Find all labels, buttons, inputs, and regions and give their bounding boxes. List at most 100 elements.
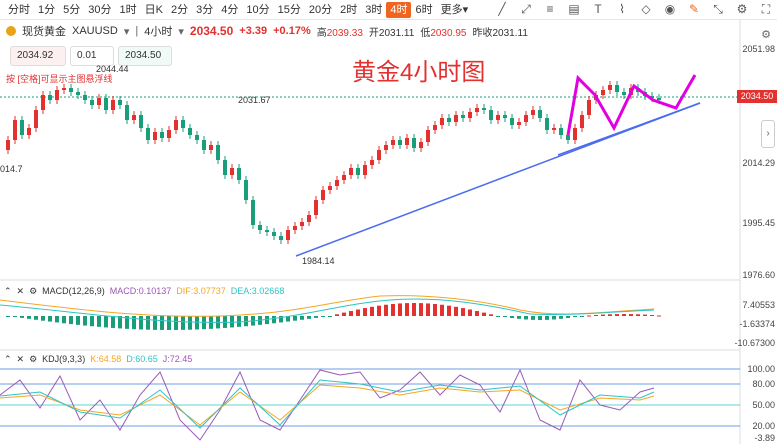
candle-body [482,108,486,110]
close-icon[interactable]: ✕ [16,353,25,364]
collapse-icon[interactable]: ⌃ [4,285,12,296]
macd-bar [608,314,612,316]
kdj-y-label: 20.00 [752,421,775,431]
macd-value: MACD:0.10137 [109,286,172,296]
timeframe-tab[interactable]: 更多▾ [440,3,469,16]
candle-body [615,85,619,92]
candle-body [6,140,10,150]
chevron-down-icon[interactable]: ▾ [123,25,130,38]
timeframe-tab[interactable]: 5分 [63,3,81,16]
candle-body [314,200,318,215]
settings-icon[interactable]: ⚙ [29,353,38,364]
macd-bar [636,314,640,316]
channel-icon[interactable]: ▤ [568,2,580,16]
candle-body [48,95,52,100]
timeframe-tab[interactable]: 1分 [38,3,56,16]
macd-bar [48,316,52,322]
macd-bar [97,316,101,327]
draw-line-icon[interactable]: ╱ [498,2,506,16]
macd-bar [300,316,304,320]
candle-body [468,112,472,118]
candle-body [160,132,164,138]
candle-body [496,115,500,120]
timeframe-tab[interactable]: 4时 [386,1,412,18]
timeframe-tab[interactable]: 30分 [88,3,112,16]
expand-icon[interactable]: ⤡ [713,2,723,16]
timeframe-toolbar: 分时 1分 5分 30分 1时 日K 2分 3分 4分 10分 15分 20分 2时 3时 4时 6时 更多▾ … [0,0,777,20]
macd-bar [538,316,542,320]
sell-price-button[interactable]: 2034.92 [10,46,66,66]
divider: | [135,25,139,37]
kdj-j-line [0,368,655,441]
macd-bar [440,304,444,316]
dif-value: DIF:3.07737 [176,286,226,296]
dea-value: DEA:3.02668 [230,286,285,296]
toolbar-icons: ╱ ⤢ ≡ ▤ T ⌇ ◇ ◉ ✎ ⤡ ⚙ ⛶ [495,2,773,17]
candle-body [580,115,584,128]
period-label[interactable]: 4小时 [144,26,173,38]
timeframe-tab[interactable]: 日K [144,3,163,16]
k-value: K:64.58 [90,354,122,364]
edit-icon[interactable]: ✎ [688,2,700,16]
collapse-icon[interactable]: ⌃ [4,353,12,364]
macd-bar [279,316,283,323]
macd-bar [489,314,493,316]
candle-body [118,100,122,105]
timeframe-tab[interactable]: 10分 [246,3,270,16]
timeframe-tab[interactable]: 20分 [308,3,333,16]
expand-panel-chevron-icon[interactable]: › [761,120,775,148]
ray-icon[interactable]: ⤢ [521,2,531,16]
macd-bar [559,316,563,319]
trend-line[interactable] [295,102,701,257]
timeframe-tab[interactable]: 15分 [277,3,301,16]
candle-body [69,88,73,92]
macd-header: ⌃ ✕ ⚙ MACD(12,26,9) MACD:0.10137 DIF:3.0… [4,284,284,298]
timeframe-tab[interactable]: 3分 [196,3,214,16]
candle-body [419,142,423,148]
buy-price-button[interactable]: 2034.50 [118,46,172,66]
macd-bar [594,315,598,316]
timeframe-tab[interactable]: 2分 [170,3,189,16]
eraser-icon[interactable]: ◇ [641,2,651,16]
settings-icon[interactable]: ⚙ [29,285,38,296]
text-icon[interactable]: T [594,2,602,16]
candlestick-series [6,81,661,244]
trend-line-extension[interactable] [557,102,701,156]
macd-bar [461,308,465,316]
candle-body [552,128,556,130]
close-icon[interactable]: ✕ [16,285,25,296]
candle-body [608,85,612,90]
timeframe-tab[interactable]: 4分 [221,3,239,16]
candle-body [167,130,171,138]
candle-body [97,98,101,105]
candle-body [13,120,17,140]
fullscreen-icon[interactable]: ⛶ [761,2,771,16]
eye-icon[interactable]: ◉ [664,2,676,16]
j-value: J:72.45 [162,354,193,364]
quantity-input[interactable]: 0.01 [70,46,114,66]
timeframe-tab[interactable]: 6时 [415,3,433,16]
macd-bar [370,306,374,316]
timeframe-tab[interactable]: 分时 [8,3,30,16]
timeframe-tab[interactable]: 1时 [119,3,137,16]
macd-y-label: -10.67300 [734,338,775,348]
settings-gear-icon[interactable]: ⚙ [761,29,771,41]
low-annotation: 1984.14 [302,256,335,266]
path-icon[interactable]: ⌇ [619,2,625,16]
macd-bar [552,316,556,320]
period-chevron-icon[interactable]: ▾ [178,25,184,38]
timeframe-tab[interactable]: 3时 [365,3,383,16]
candle-body [216,145,220,160]
timeframe-tab[interactable]: 2时 [340,3,358,16]
parallel-lines-icon[interactable]: ≡ [546,2,554,16]
candle-body [279,236,283,240]
macd-bar [41,316,45,321]
candle-body [146,128,150,140]
symbol-code[interactable]: XAUUSD [72,25,118,37]
settings-icon[interactable]: ⚙ [736,2,748,16]
macd-bar [426,303,430,316]
zigzag-arrows[interactable] [566,74,697,136]
macd-bar [20,316,24,318]
macd-bar [272,316,276,324]
